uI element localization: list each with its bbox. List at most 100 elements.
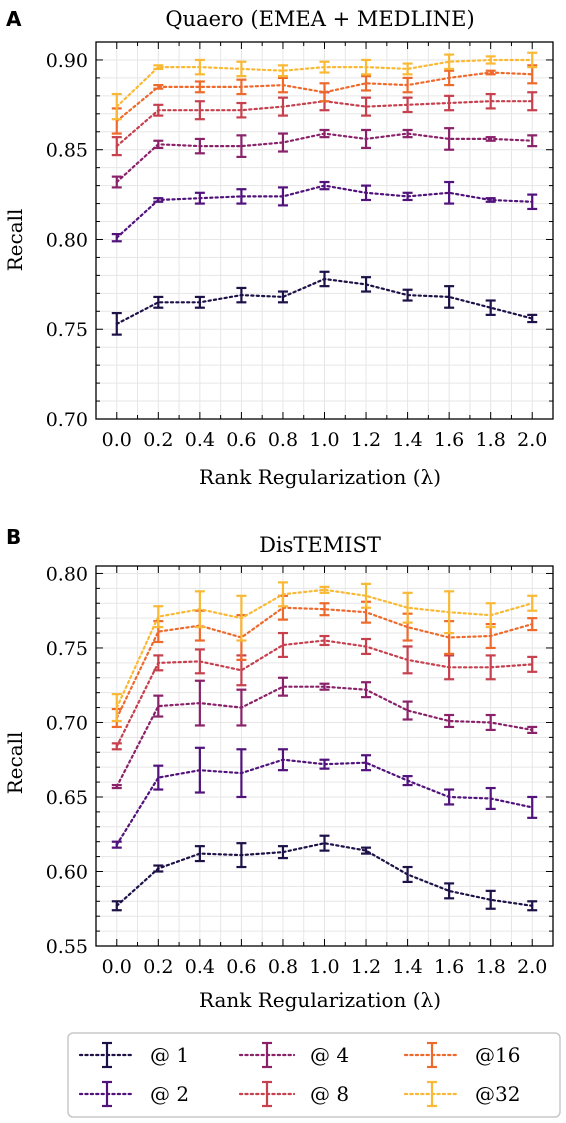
error-bar [361, 754, 372, 772]
error-bar [319, 634, 330, 647]
error-bar [236, 78, 247, 96]
legend-label: @ 4 [310, 1043, 349, 1067]
error-bar [402, 645, 413, 675]
series-a-1 [111, 180, 538, 243]
error-bar [111, 840, 122, 849]
error-bar [361, 96, 372, 117]
error-bar [153, 654, 164, 672]
error-bar [444, 788, 455, 806]
error-bar [402, 128, 413, 139]
error-bar [111, 92, 122, 121]
legend-entry: @ 4 [238, 1041, 349, 1069]
error-bar [485, 889, 496, 910]
error-bar [527, 51, 538, 69]
error-bar [444, 882, 455, 900]
y-tick-label: 0.75 [46, 638, 88, 660]
y-tick-label: 0.55 [46, 936, 88, 958]
chart-title-a: Quaero (EMEA + MEDLINE) [165, 7, 474, 31]
series-line [115, 842, 534, 907]
x-tick-label: 1.8 [476, 956, 506, 978]
error-bar [444, 69, 455, 87]
error-bar [527, 795, 538, 819]
error-bar [236, 748, 247, 799]
error-bar [527, 617, 538, 632]
error-bar [194, 58, 205, 76]
error-bar [236, 134, 247, 158]
error-bar [444, 590, 455, 635]
grid-b [96, 566, 553, 947]
error-bar [319, 82, 330, 103]
y-tick-label: 0.75 [46, 319, 88, 341]
error-bar [485, 602, 496, 629]
legend-label: @ 8 [310, 1082, 349, 1106]
error-bar [194, 137, 205, 155]
series-a-4 [111, 64, 538, 135]
panel-b: B DisTEMIST Recall Rank Regularization (… [3, 525, 554, 1012]
chart-title-b: DisTEMIST [259, 533, 381, 557]
error-bar [111, 136, 122, 157]
x-tick-label: 0.4 [185, 956, 215, 978]
error-bar [236, 594, 247, 642]
error-bar [402, 775, 413, 787]
legend: @ 1 @ 4 @16 @ 2 @ 8 @32 [67, 1032, 561, 1118]
error-bar [361, 637, 372, 656]
x-tick-label: 0.6 [226, 429, 256, 451]
x-tick-label: 0.0 [102, 956, 132, 978]
error-bar [485, 197, 496, 203]
error-bar [194, 100, 205, 121]
x-tick-label: 0.6 [226, 956, 256, 978]
legend-entry: @16 [403, 1041, 520, 1069]
error-bar [485, 55, 496, 65]
error-bar [277, 96, 288, 117]
x-tick-label: 1.0 [309, 429, 339, 451]
error-bar [111, 900, 122, 912]
error-bar [194, 845, 205, 863]
series-b-2 [111, 676, 538, 790]
error-bar [277, 748, 288, 772]
error-bar [277, 76, 288, 94]
error-bar [402, 76, 413, 94]
error-bar [236, 286, 247, 304]
x-tick-label: 1.0 [309, 956, 339, 978]
x-tick-label: 1.8 [476, 429, 506, 451]
error-bar [361, 276, 372, 293]
x-tick-label: 0.0 [102, 429, 132, 451]
error-bar [319, 602, 330, 617]
error-bar [153, 295, 164, 309]
error-bar [111, 783, 122, 790]
x-tick-label: 1.2 [351, 429, 381, 451]
error-bar [194, 590, 205, 629]
x-tick-label: 1.4 [392, 429, 422, 451]
error-bar [277, 581, 288, 608]
error-bar [527, 900, 538, 912]
error-bar [402, 288, 413, 302]
error-bar [485, 136, 496, 142]
error-bar [153, 64, 164, 71]
error-bar [444, 180, 455, 205]
error-bar [485, 69, 496, 76]
error-bar [111, 175, 122, 189]
panel-a: A Quaero (EMEA + MEDLINE) Recall Rank Re… [3, 7, 554, 489]
legend-label: @32 [475, 1082, 520, 1106]
error-bar [153, 139, 164, 150]
error-bar [277, 186, 288, 207]
y-tick-label: 0.90 [46, 50, 88, 72]
error-bar [361, 75, 372, 92]
legend-label: @ 2 [150, 1082, 189, 1106]
y-tick-label: 0.85 [46, 140, 88, 162]
error-bar [527, 193, 538, 211]
error-bar [444, 285, 455, 309]
error-bar [527, 725, 538, 735]
error-bar [361, 128, 372, 150]
error-bar [402, 191, 413, 202]
error-bar [111, 232, 122, 243]
error-bar [319, 834, 330, 852]
error-bar [194, 80, 205, 94]
error-bar [319, 180, 330, 191]
legend-entry: @32 [403, 1080, 520, 1108]
error-bar [236, 842, 247, 869]
x-tick-label: 2.0 [517, 429, 547, 451]
legend-entry: @ 1 [78, 1041, 189, 1069]
series-a-5 [111, 51, 538, 121]
error-bar [194, 648, 205, 675]
